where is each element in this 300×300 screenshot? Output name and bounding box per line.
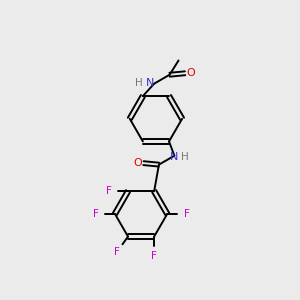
Text: N: N	[169, 152, 178, 162]
Text: F: F	[184, 209, 190, 219]
Text: O: O	[133, 158, 142, 168]
Text: N: N	[146, 78, 154, 88]
Text: F: F	[151, 251, 157, 261]
Text: F: F	[114, 247, 120, 257]
Text: F: F	[106, 186, 112, 196]
Text: O: O	[187, 68, 195, 78]
Text: H: H	[181, 152, 189, 162]
Text: H: H	[135, 78, 142, 88]
Text: F: F	[93, 209, 98, 219]
